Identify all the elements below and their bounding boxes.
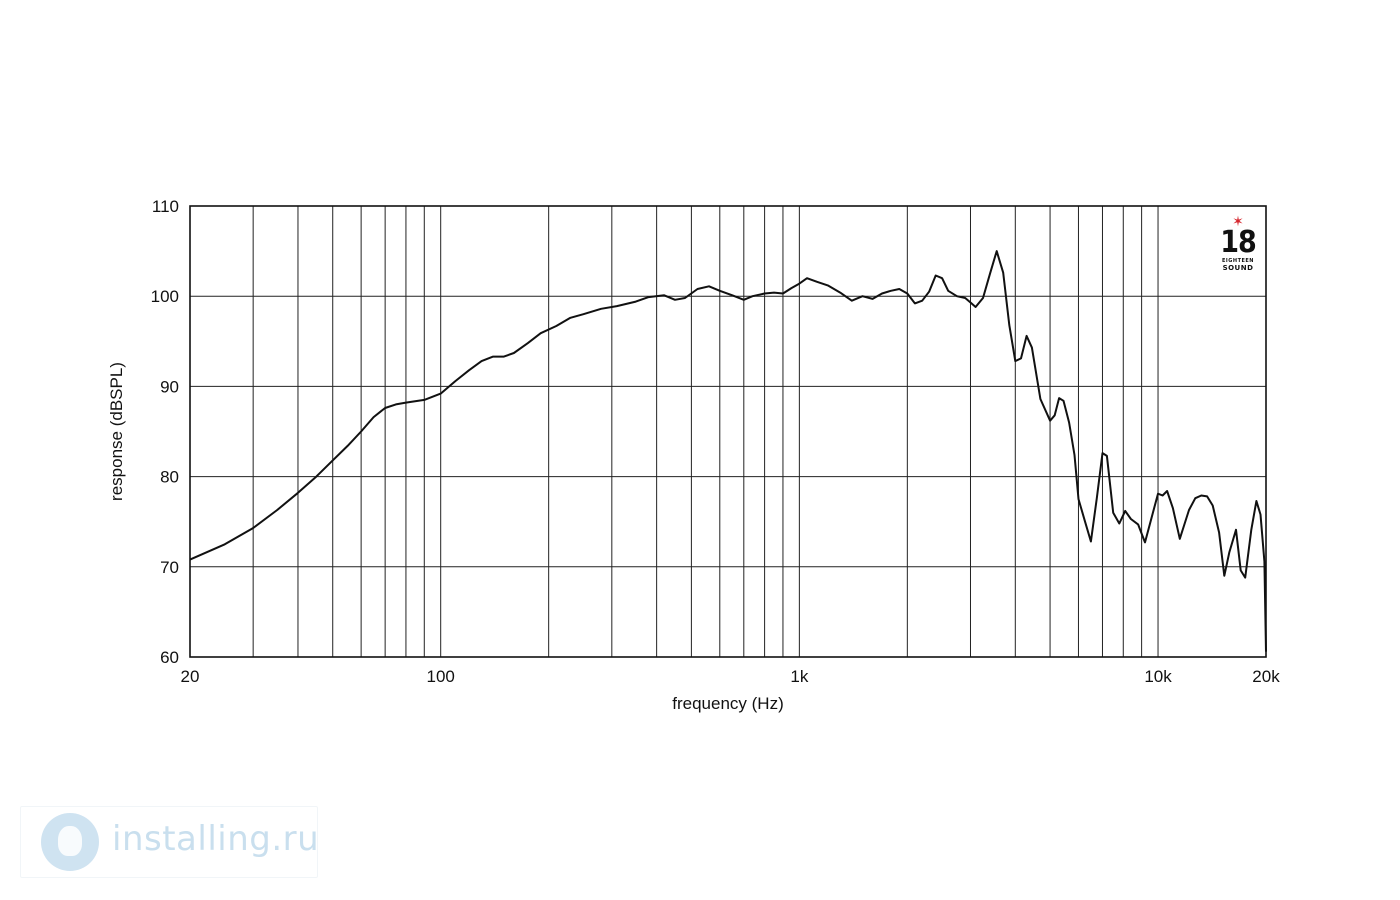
watermark-text: installing.ru: [112, 819, 320, 859]
logo-line2: SOUND: [1222, 264, 1254, 272]
x-tick-label: 1k: [790, 667, 808, 686]
response-curve: [189, 250, 1267, 652]
x-tick-label: 100: [427, 667, 455, 686]
star-icon: ✶: [1232, 213, 1244, 229]
y-tick-label: 80: [160, 468, 179, 487]
plot-frame: [189, 205, 1267, 658]
x-gridlines: [189, 206, 1267, 657]
x-tick-labels: 20 100 1k 10k 20k: [181, 667, 1281, 686]
watermark-logo-icon: [41, 813, 99, 871]
y-tick-label: 70: [160, 558, 179, 577]
y-tick-label: 60: [160, 648, 179, 667]
y-tick-labels: 60 70 80 90 100 110: [151, 197, 179, 667]
logo-number: 18: [1220, 225, 1257, 260]
x-tick-label: 20: [181, 667, 200, 686]
watermark: installing.ru: [20, 806, 320, 878]
x-axis-title: frequency (Hz): [672, 694, 783, 713]
y-tick-label: 100: [151, 287, 179, 306]
brand-logo: ✶ 18 EIGHTEEN SOUND: [1216, 214, 1260, 280]
y-axis-title: response (dBSPL): [107, 362, 126, 501]
y-gridlines: [190, 205, 1266, 658]
x-tick-label: 20k: [1252, 667, 1280, 686]
logo-line1: EIGHTEEN: [1222, 258, 1254, 264]
y-tick-label: 90: [160, 377, 179, 396]
x-tick-label: 10k: [1144, 667, 1172, 686]
y-tick-label: 110: [152, 197, 179, 216]
